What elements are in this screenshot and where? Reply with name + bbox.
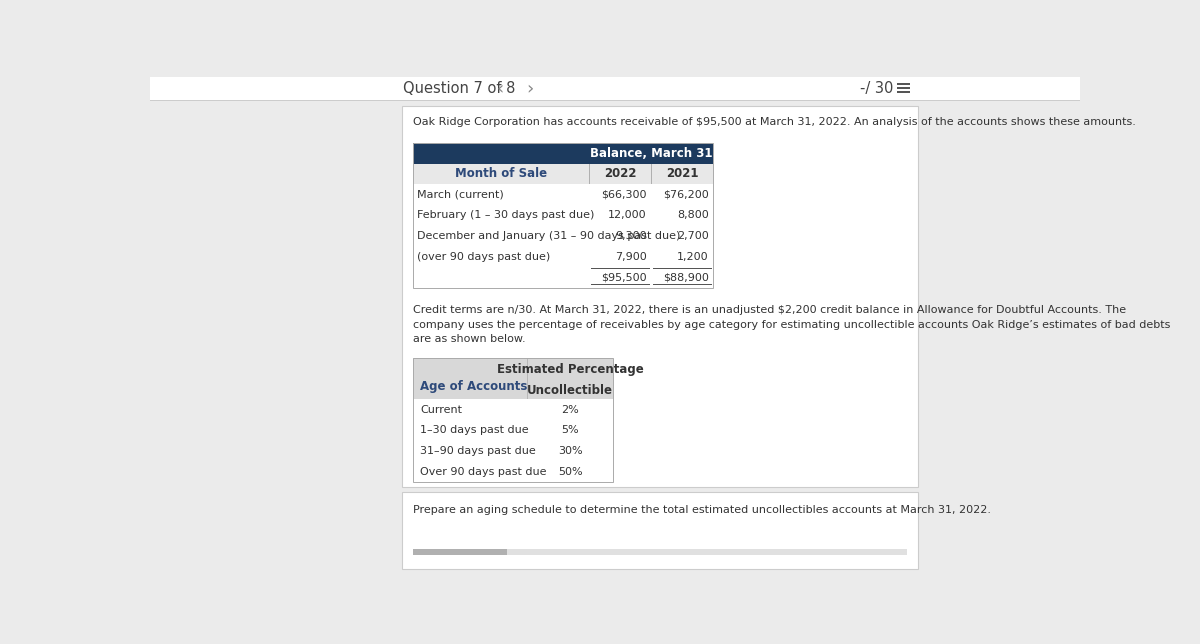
Text: February (1 – 30 days past due): February (1 – 30 days past due) (418, 211, 595, 220)
Bar (413, 143, 714, 289)
Text: 12,000: 12,000 (608, 211, 647, 220)
Bar (898, 88, 910, 89)
Bar (413, 267, 714, 289)
Text: ‹: ‹ (497, 80, 504, 98)
Bar (413, 205, 714, 226)
Text: 8,800: 8,800 (677, 211, 709, 220)
Bar (150, 100, 1080, 101)
Bar (413, 357, 613, 399)
Text: 50%: 50% (558, 467, 582, 477)
Text: Balance, March 31: Balance, March 31 (590, 147, 713, 160)
Bar (413, 164, 714, 184)
Text: Prepare an aging schedule to determine the total estimated uncollectibles accoun: Prepare an aging schedule to determine t… (413, 506, 991, 515)
Text: 2,700: 2,700 (677, 231, 709, 242)
Text: 2021: 2021 (666, 167, 698, 180)
Bar (402, 491, 918, 569)
Text: Month of Sale: Month of Sale (455, 167, 547, 180)
Bar (413, 420, 613, 440)
Bar (413, 440, 613, 462)
Bar (413, 247, 714, 267)
Text: Oak Ridge Corporation has accounts receivable of $95,500 at March 31, 2022. An a: Oak Ridge Corporation has accounts recei… (413, 117, 1135, 127)
Text: Current: Current (420, 404, 462, 415)
Text: Credit terms are n/30. At March 31, 2022, there is an unadjusted $2,200 credit b: Credit terms are n/30. At March 31, 2022… (413, 305, 1170, 344)
Text: Estimated Percentage: Estimated Percentage (497, 363, 643, 376)
Bar (413, 549, 907, 554)
Text: 2%: 2% (562, 404, 578, 415)
Bar (150, 77, 1080, 100)
Bar (413, 226, 714, 247)
Text: Uncollectible: Uncollectible (527, 384, 613, 397)
Bar (413, 184, 714, 205)
Text: $88,900: $88,900 (662, 273, 709, 283)
Text: 5%: 5% (562, 425, 578, 435)
Text: Over 90 days past due: Over 90 days past due (420, 467, 547, 477)
Text: 2022: 2022 (604, 167, 637, 180)
Text: Age of Accounts: Age of Accounts (420, 380, 528, 393)
Text: -/ 30: -/ 30 (860, 81, 893, 97)
Text: ›: › (526, 80, 533, 98)
Bar (413, 549, 506, 554)
Bar (898, 91, 910, 93)
Text: (over 90 days past due): (over 90 days past due) (418, 252, 551, 262)
Text: Question 7 of 8: Question 7 of 8 (403, 81, 515, 97)
Text: $66,300: $66,300 (601, 190, 647, 200)
Bar (413, 357, 613, 482)
Text: 1,200: 1,200 (677, 252, 709, 262)
Bar (413, 399, 613, 420)
Text: December and January (31 – 90 days past due): December and January (31 – 90 days past … (418, 231, 680, 242)
Bar (402, 106, 918, 487)
Bar (413, 143, 714, 164)
Text: 9,300: 9,300 (616, 231, 647, 242)
Text: $95,500: $95,500 (601, 273, 647, 283)
Text: 30%: 30% (558, 446, 582, 456)
Bar (898, 84, 910, 85)
Text: March (current): March (current) (418, 190, 504, 200)
Text: $76,200: $76,200 (664, 190, 709, 200)
Text: 7,900: 7,900 (616, 252, 647, 262)
Bar (413, 462, 613, 482)
Text: 1–30 days past due: 1–30 days past due (420, 425, 529, 435)
Text: 31–90 days past due: 31–90 days past due (420, 446, 536, 456)
